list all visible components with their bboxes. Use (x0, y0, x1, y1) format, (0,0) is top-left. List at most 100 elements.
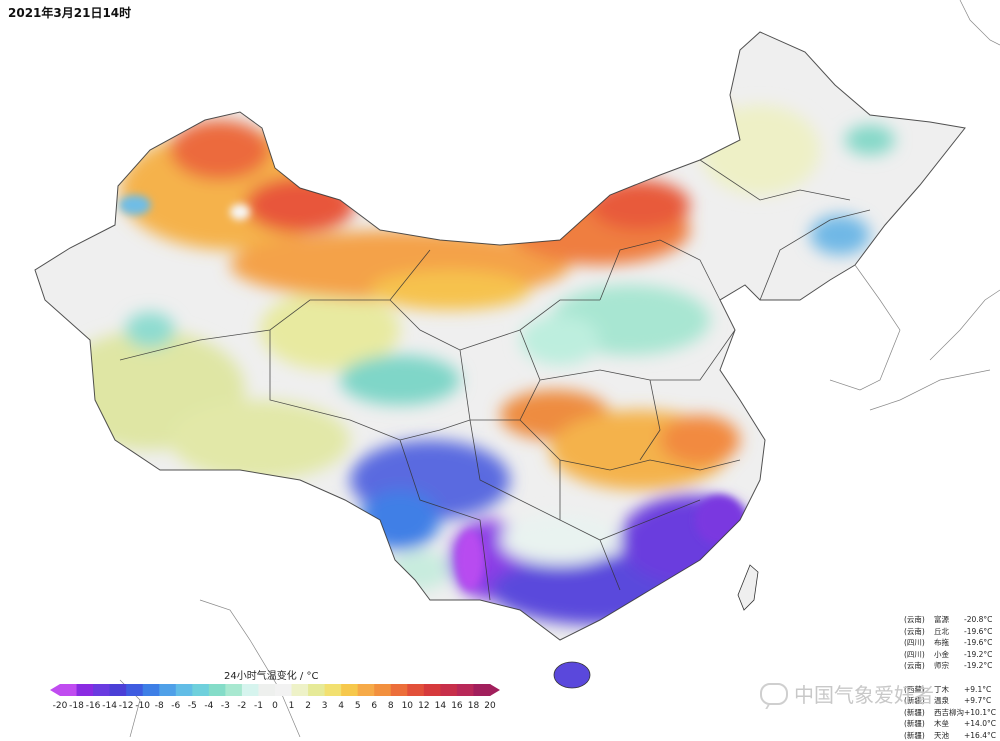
legend-tick-label: 10 (402, 701, 413, 711)
station-value: +16.4°C (964, 730, 998, 741)
station-station: 小金 (934, 649, 964, 661)
legend-tick-label: 18 (468, 701, 479, 711)
legend-swatch (325, 684, 342, 696)
station-row: (云南)丘北-19.6°C (904, 626, 1000, 638)
legend-swatch (424, 684, 441, 696)
legend-swatch (457, 684, 474, 696)
legend-tick-label: 1 (289, 701, 295, 711)
legend-tick-label: -3 (221, 701, 230, 711)
legend-swatch (258, 684, 275, 696)
station-station: 富源 (934, 614, 964, 626)
legend-swatch (473, 684, 490, 696)
station-station: 西吉柳沟 (934, 707, 964, 719)
legend-swatch (110, 684, 127, 696)
legend-tick-label: -2 (237, 701, 246, 711)
legend-swatch (440, 684, 457, 696)
station-station: 师宗 (934, 660, 964, 672)
station-station: 布拖 (934, 637, 964, 649)
station-value: -19.6°C (964, 637, 998, 649)
legend-swatch (60, 684, 77, 696)
speech-bubble-icon (760, 683, 788, 705)
legend-tick-label: -18 (69, 701, 84, 711)
legend-tick-label: -10 (135, 701, 150, 711)
station-value: +14.0°C (964, 718, 998, 730)
legend-swatch (308, 684, 325, 696)
legend-tick-label: -6 (171, 701, 180, 711)
legend-swatch (143, 684, 160, 696)
legend-tick-label: -1 (254, 701, 263, 711)
station-value: -20.8°C (964, 614, 998, 626)
legend-arrow-right (490, 684, 500, 696)
station-region: (云南) (904, 614, 934, 626)
legend-swatch (407, 684, 424, 696)
station-region: (四川) (904, 637, 934, 649)
watermark-text: 中国气象爱好者 (794, 679, 934, 708)
hainan-island (554, 662, 590, 688)
legend-tick-label: -4 (204, 701, 213, 711)
legend-tick-label: -20 (53, 701, 68, 711)
watermark: 中国气象爱好者 (760, 679, 934, 708)
cold-station-list: (云南)富源-20.8°C(云南)丘北-19.6°C(四川)布拖-19.6°C(… (904, 614, 1000, 672)
station-region: (四川) (904, 649, 934, 661)
station-row: (云南)富源-20.8°C (904, 614, 1000, 626)
legend-swatch (391, 684, 408, 696)
legend-tick-label: -14 (102, 701, 117, 711)
legend-tick-label: -8 (155, 701, 164, 711)
station-row: (四川)布拖-19.6°C (904, 637, 1000, 649)
legend-swatch (192, 684, 209, 696)
taiwan-island (738, 565, 758, 610)
station-station: 丘北 (934, 626, 964, 638)
legend-tick-label: 3 (322, 701, 328, 711)
station-station: 木垒 (934, 718, 964, 730)
station-row: (四川)小金-19.2°C (904, 649, 1000, 661)
station-row: (新疆)木垒+14.0°C (904, 718, 1000, 730)
legend-tick-label: 5 (355, 701, 361, 711)
legend-swatch (159, 684, 176, 696)
station-value: -19.2°C (964, 660, 998, 672)
legend-swatch (225, 684, 242, 696)
station-region: (新疆) (904, 718, 934, 730)
station-value: +9.1°C (964, 684, 998, 696)
legend-tick-label: -16 (86, 701, 101, 711)
legend-tick-label: 8 (388, 701, 394, 711)
legend-title: 24小时气温变化 / °C (224, 667, 318, 682)
legend-swatch (341, 684, 358, 696)
legend-swatch (126, 684, 143, 696)
station-station: 丁木 (934, 684, 964, 696)
legend-tick-label: 14 (435, 701, 446, 711)
legend-arrow-left (50, 684, 60, 696)
legend-swatch (374, 684, 391, 696)
station-row: (云南)师宗-19.2°C (904, 660, 1000, 672)
legend-swatch (358, 684, 375, 696)
legend-swatch (176, 684, 193, 696)
legend-swatch (77, 684, 94, 696)
station-value: +10.1°C (964, 707, 998, 719)
legend-swatch (242, 684, 259, 696)
station-value: -19.6°C (964, 626, 998, 638)
legend-swatch (275, 684, 292, 696)
station-region: (新疆) (904, 730, 934, 741)
legend-tick-label: 20 (484, 701, 495, 711)
station-region: (云南) (904, 626, 934, 638)
legend-tick-label: 0 (272, 701, 278, 711)
station-station: 天池 (934, 730, 964, 741)
station-row: (新疆)西吉柳沟+10.1°C (904, 707, 1000, 719)
legend-swatch (209, 684, 226, 696)
legend-tick-label: 4 (338, 701, 344, 711)
legend-swatch (292, 684, 309, 696)
station-region: (云南) (904, 660, 934, 672)
legend-tick-label: -12 (119, 701, 134, 711)
station-station: 温泉 (934, 695, 964, 707)
legend-tick-label: 12 (418, 701, 429, 711)
station-region: (新疆) (904, 707, 934, 719)
station-value: -19.2°C (964, 649, 998, 661)
legend-tick-label: 6 (371, 701, 377, 711)
station-row: (新疆)天池+16.4°C (904, 730, 1000, 741)
legend-color-bar (50, 684, 500, 696)
station-stats-panel: (云南)富源-20.8°C(云南)丘北-19.6°C(四川)布拖-19.6°C(… (904, 614, 1000, 741)
legend-tick-label: 16 (451, 701, 462, 711)
legend-tick-label: 2 (305, 701, 311, 711)
station-value: +9.7°C (964, 695, 998, 707)
